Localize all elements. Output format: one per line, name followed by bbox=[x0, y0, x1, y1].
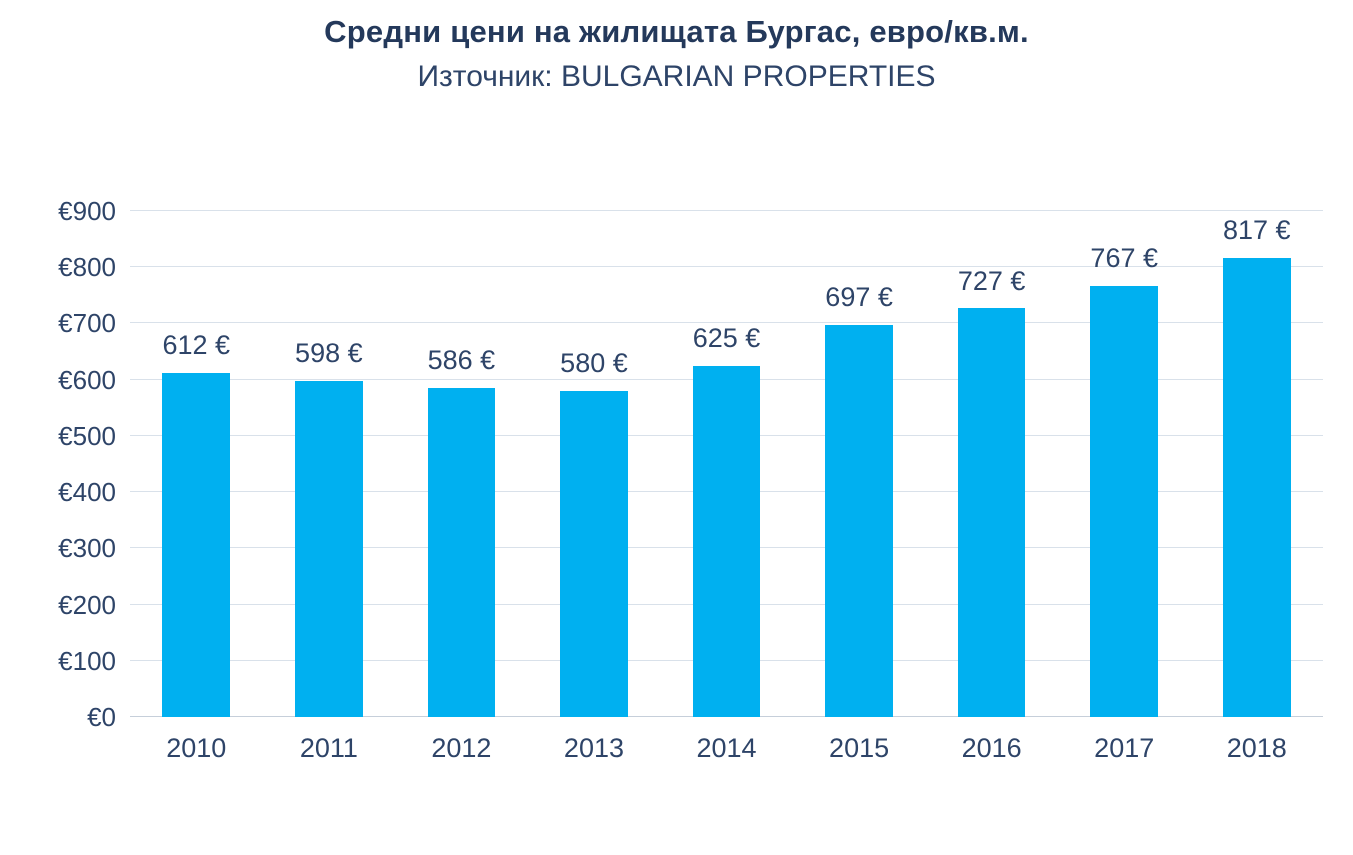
x-axis-tick-label: 2015 bbox=[829, 733, 890, 763]
bar-value-label: 767 € bbox=[1090, 243, 1158, 274]
bar-slot: 697 € bbox=[793, 211, 926, 717]
bar bbox=[825, 325, 893, 717]
bar bbox=[1090, 285, 1159, 717]
y-axis-tick-label: €100 bbox=[58, 645, 116, 676]
bar-slot: 586 € bbox=[395, 211, 528, 717]
bar-slot: 767 € bbox=[1058, 211, 1191, 717]
bar-value-label: 727 € bbox=[957, 265, 1026, 296]
y-axis-tick-label: €800 bbox=[58, 252, 116, 283]
bars-layer: 612 € 598 € 586 € 580 € 625 € 697 € 727 € 767 €… bbox=[130, 211, 1323, 717]
bar-value-label: 586 € bbox=[427, 344, 496, 375]
bar bbox=[162, 372, 231, 717]
gridline bbox=[130, 266, 1323, 268]
y-axis: €0 €100 €200 €300 €400 €500 €600 €700 €800 €900 bbox=[30, 198, 130, 730]
y-axis-tick-label: €700 bbox=[58, 308, 116, 339]
bar bbox=[560, 390, 628, 717]
x-axis-tick-label: 2018 bbox=[1226, 733, 1287, 763]
bar bbox=[692, 365, 761, 717]
x-axis: 2010 2011 2012 2013 2014 2015 2016 2017 2018 bbox=[130, 733, 1323, 764]
bar-slot: 817 € bbox=[1191, 211, 1324, 717]
chart-body: €0 €100 €200 €300 €400 €500 €600 €700 €800 €900 6… bbox=[30, 198, 1323, 764]
bar-value-label: 598 € bbox=[295, 338, 363, 369]
bar-slot: 598 € bbox=[263, 211, 396, 717]
x-axis-tick-label: 2013 bbox=[563, 733, 624, 763]
bar bbox=[957, 308, 1026, 717]
bar-slot: 727 € bbox=[925, 211, 1058, 717]
bar-slot: 580 € bbox=[528, 211, 661, 717]
bar bbox=[295, 380, 363, 717]
bar-chart: €0 €100 €200 €300 €400 €500 €600 €700 €800 €900 6… bbox=[30, 198, 1323, 764]
x-axis-tick-label: 2016 bbox=[961, 733, 1022, 763]
y-axis-tick-label: €300 bbox=[58, 533, 116, 564]
y-axis-tick-label: €200 bbox=[58, 589, 116, 620]
x-axis-tick-label: 2017 bbox=[1094, 733, 1155, 763]
x-axis-tick-label: 2012 bbox=[431, 733, 492, 763]
y-axis-tick-label: €500 bbox=[58, 420, 116, 451]
bar-value-label: 612 € bbox=[162, 330, 231, 361]
x-axis-tick-label: 2010 bbox=[166, 733, 227, 763]
bar-slot: 625 € bbox=[660, 211, 793, 717]
chart-subtitle: Източник: BULGARIAN PROPERTIES bbox=[417, 60, 936, 93]
bar-value-label: 697 € bbox=[825, 282, 893, 313]
bar-value-label: 625 € bbox=[692, 322, 761, 353]
y-axis-tick-label: €0 bbox=[87, 702, 116, 732]
bar-value-label: 817 € bbox=[1222, 214, 1291, 245]
bar-value-label: 580 € bbox=[560, 348, 628, 379]
x-axis-tick-label: 2014 bbox=[696, 733, 757, 763]
bars-row: 612 € 598 € 586 € 580 € 625 € 697 € 727 € 767 €… bbox=[130, 211, 1323, 717]
chart-title: Средни цени на жилищата Бургас, евро/кв.… bbox=[324, 14, 1029, 49]
gridline bbox=[130, 322, 1323, 324]
bar bbox=[427, 387, 496, 717]
y-axis-tick-label: €400 bbox=[58, 477, 116, 508]
bar bbox=[1222, 257, 1291, 717]
chart-header: Средни цени на жилищата Бургас, евро/кв.… bbox=[0, 0, 1353, 94]
bar-slot: 612 € bbox=[130, 211, 263, 717]
gridline bbox=[130, 210, 1323, 211]
y-axis-tick-label: €900 bbox=[58, 196, 116, 226]
plot-area: 612 € 598 € 586 € 580 € 625 € 697 € 727 € 767 €… bbox=[130, 210, 1323, 717]
x-axis-tick-label: 2011 bbox=[299, 733, 358, 763]
plot-wrapper: 612 € 598 € 586 € 580 € 625 € 697 € 727 € 767 €… bbox=[130, 210, 1323, 764]
y-axis-tick-label: €600 bbox=[58, 364, 116, 395]
